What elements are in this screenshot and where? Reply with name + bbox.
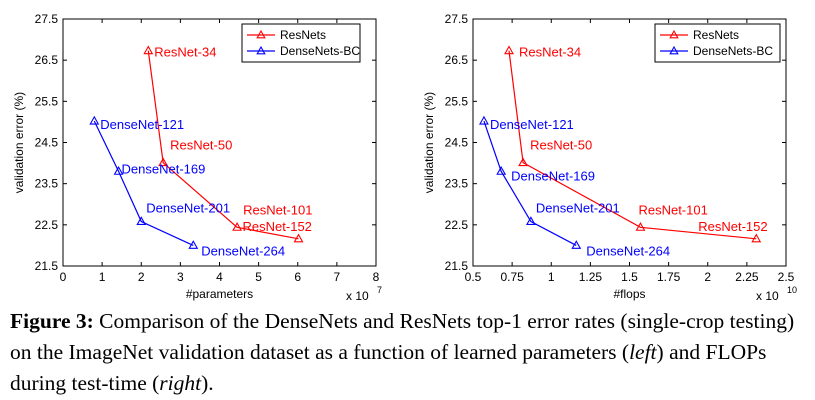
y-tick-label: 24.5 — [35, 136, 59, 150]
legend-box — [654, 23, 781, 63]
series-line-resnets — [147, 50, 299, 240]
data-point-label: DenseNet-201 — [536, 201, 620, 216]
x-tick-label: 6 — [294, 270, 301, 284]
x-tick-label: 1.75 — [657, 270, 681, 284]
data-point-label: ResNet-50 — [530, 138, 592, 153]
y-tick-label: 23.5 — [445, 177, 469, 191]
x-tick-label: 1.25 — [579, 270, 603, 284]
data-point-label: ResNet-152 — [698, 219, 767, 234]
x-tick-label: 0.5 — [465, 270, 482, 284]
caption-label: Figure 3: — [10, 309, 94, 333]
x-tick-label: 1 — [548, 270, 555, 284]
legend-label: DenseNets-BC — [280, 44, 360, 58]
legend-marker — [256, 45, 266, 55]
data-point-marker — [158, 157, 169, 167]
x-multiplier-exponent: 7 — [377, 285, 382, 295]
data-point-label: ResNet-152 — [243, 219, 312, 234]
caption-text: ) and FLOPs during test-time ( — [10, 340, 767, 395]
x-tick-label: 5 — [255, 270, 262, 284]
data-point-label: ResNet-34 — [154, 45, 216, 60]
x-tick-label: 4 — [216, 270, 223, 284]
x-tick-label: 7 — [334, 270, 341, 284]
y-tick-label: 21.5 — [35, 259, 59, 273]
x-tick-label: 0.75 — [500, 270, 524, 284]
data-point-label: DenseNet-121 — [100, 117, 184, 132]
data-point-marker — [293, 233, 304, 243]
x-tick-label: 1 — [99, 270, 106, 284]
y-tick-label: 27.5 — [445, 12, 469, 26]
legend-marker — [669, 29, 679, 39]
y-tick-label: 26.5 — [445, 53, 469, 67]
y-tick-label: 25.5 — [35, 94, 59, 108]
x-multiplier: x 10 — [346, 289, 369, 303]
data-point-marker — [635, 221, 646, 231]
data-point-marker — [89, 115, 100, 125]
y-tick-label: 23.5 — [35, 177, 59, 191]
data-point-marker — [232, 221, 243, 231]
data-point-label: ResNet-101 — [638, 202, 707, 217]
figure-caption: Figure 3: Comparison of the DenseNets an… — [10, 306, 810, 399]
data-point-marker — [751, 233, 762, 243]
data-point-marker — [479, 115, 489, 125]
y-tick-label: 25.5 — [445, 94, 469, 108]
data-point-label: DenseNet-121 — [490, 117, 574, 132]
data-point-marker — [136, 216, 147, 226]
y-tick-label: 21.5 — [445, 259, 469, 273]
chart-parameters: 0 1 2 3 4 5 6 7 821.522.523.524.525.526.527.5#pa… — [12, 12, 382, 303]
data-point-label: ResNet-34 — [519, 45, 581, 60]
data-point-label: ResNet-50 — [170, 138, 232, 153]
x-axis-label: #parameters — [186, 287, 253, 301]
y-axis-label: validation error (%) — [12, 92, 26, 193]
series-line-densenets-bc — [483, 120, 577, 246]
data-point-label: DenseNet-264 — [201, 243, 285, 258]
y-tick-label: 24.5 — [445, 136, 469, 150]
y-tick-label: 26.5 — [35, 53, 59, 67]
legend-box — [241, 23, 361, 63]
x-tick-label: 2.5 — [778, 270, 795, 284]
data-point-label: DenseNet-264 — [586, 243, 670, 258]
legend-label: ResNets — [280, 28, 326, 42]
data-point-label: ResNet-101 — [243, 202, 312, 217]
legend-marker — [669, 45, 679, 55]
data-point-marker — [496, 165, 507, 175]
caption-italic-left: left — [629, 340, 657, 364]
x-tick-label: 2.25 — [735, 270, 759, 284]
data-point-marker — [525, 216, 536, 226]
y-tick-label: 27.5 — [35, 12, 59, 26]
caption-italic-right: right — [159, 371, 202, 395]
chart-flops: 0.5 0.75 1 1.25 1.5 1.75 2 2.25 2.5 21.5 22.5 23.5 2… — [422, 12, 797, 303]
y-tick-label: 22.5 — [445, 218, 469, 232]
x-axis-label: #flops — [613, 287, 645, 301]
x-tick-label: 2 — [138, 270, 145, 284]
caption-text: ). — [201, 371, 214, 395]
data-point-marker — [504, 45, 514, 55]
data-point-marker — [518, 157, 529, 167]
legend-label: ResNets — [693, 28, 739, 42]
x-tick-label: 2 — [704, 270, 711, 284]
legend-label: DenseNets-BC — [693, 44, 773, 58]
x-tick-label: 3 — [177, 270, 184, 284]
caption-text: Comparison of the DenseNets and ResNets … — [10, 309, 795, 364]
data-point-marker — [188, 240, 199, 249]
x-tick-label: 1.5 — [621, 270, 638, 284]
legend-marker — [256, 29, 266, 39]
data-point-marker — [571, 240, 582, 249]
x-tick-label: 0 — [60, 270, 67, 284]
series-line-densenets-bc — [93, 120, 194, 246]
x-multiplier: x 10 — [756, 289, 779, 303]
series-line-resnets — [508, 50, 757, 240]
data-point-marker — [143, 45, 154, 55]
data-point-label: DenseNet-201 — [146, 201, 230, 216]
x-multiplier-exponent: 10 — [787, 285, 797, 295]
data-point-label: DenseNet-169 — [122, 161, 206, 176]
x-tick-label: 8 — [373, 270, 380, 284]
y-axis-label: validation error (%) — [422, 92, 436, 193]
data-point-marker — [113, 165, 124, 175]
data-point-label: DenseNet-169 — [511, 168, 595, 183]
y-tick-label: 22.5 — [35, 218, 59, 232]
